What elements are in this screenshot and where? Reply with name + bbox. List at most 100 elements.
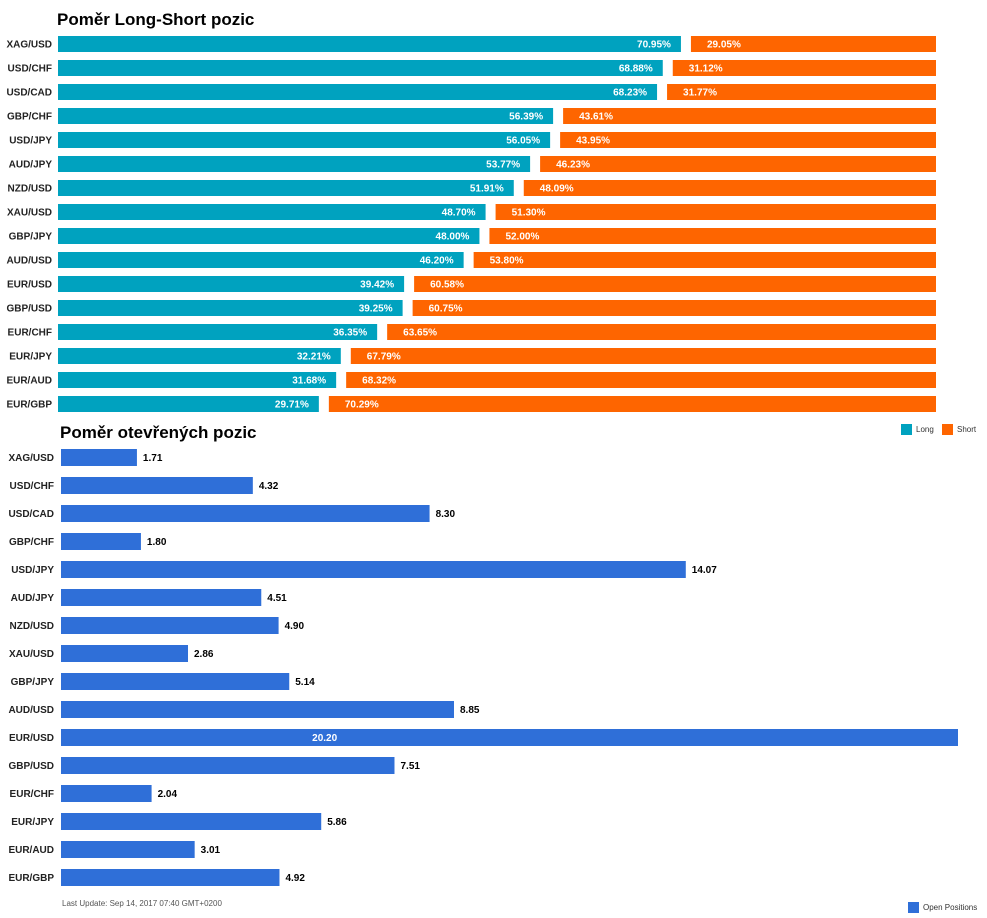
open-positions-bar (61, 673, 290, 690)
open-positions-value-label: 5.86 (327, 817, 347, 828)
long-value-label: 70.95% (637, 40, 671, 51)
long-bar (58, 180, 514, 196)
open-positions-value-label: 2.04 (158, 789, 178, 800)
category-label: USD/CHF (8, 64, 52, 75)
short-value-label: 46.23% (556, 160, 590, 171)
category-label: NZD/USD (8, 184, 52, 195)
short-value-label: 60.75% (429, 304, 463, 315)
short-value-label: 51.30% (512, 208, 546, 219)
legend-open-positions-label: Open Positions (923, 903, 977, 912)
long-bar (58, 396, 319, 412)
category-label: EUR/CHF (8, 328, 52, 339)
open-positions-bar (61, 645, 189, 662)
open-positions-bar (61, 813, 322, 830)
short-value-label: 60.58% (430, 280, 464, 291)
short-value-label: 43.95% (576, 136, 610, 147)
long-value-label: 53.77% (486, 160, 520, 171)
category-label: AUD/USD (6, 256, 52, 267)
category-label: AUD/JPY (9, 160, 53, 171)
long-bar (58, 60, 663, 76)
long-value-label: 48.00% (436, 232, 470, 243)
long-value-label: 46.20% (420, 256, 454, 267)
category-label: GBP/CHF (7, 112, 52, 123)
short-bar (328, 396, 937, 412)
category-label: USD/JPY (11, 565, 54, 576)
legend-long-label: Long (916, 425, 934, 434)
category-label: NZD/USD (10, 621, 54, 632)
open-positions-bar (61, 561, 686, 578)
short-bar (350, 348, 936, 364)
category-label: GBP/USD (8, 761, 54, 772)
long-bar (58, 84, 658, 100)
short-bar (346, 372, 936, 388)
short-bar (489, 228, 936, 244)
long-value-label: 39.25% (359, 304, 393, 315)
short-value-label: 29.05% (707, 40, 741, 51)
short-value-label: 31.12% (689, 64, 723, 75)
open-positions-value-label: 4.51 (267, 593, 287, 604)
long-value-label: 39.42% (360, 280, 394, 291)
open-positions-value-label: 1.80 (147, 537, 167, 548)
category-label: EUR/GBP (8, 873, 54, 884)
category-label: GBP/JPY (9, 232, 53, 243)
long-bar (58, 276, 405, 292)
short-bar (412, 300, 936, 316)
category-label: XAG/USD (8, 453, 54, 464)
short-value-label: 53.80% (490, 256, 524, 267)
long-bar (58, 132, 551, 148)
open-positions-value-label: 1.71 (143, 453, 163, 464)
short-bar (387, 324, 936, 340)
long-bar (58, 108, 554, 124)
short-bar (672, 60, 936, 76)
long-value-label: 29.71% (275, 400, 309, 411)
category-label: EUR/USD (7, 280, 52, 291)
open-positions-bar (61, 869, 280, 886)
long-value-label: 68.23% (613, 88, 647, 99)
open-positions-value-label: 14.07 (692, 565, 717, 576)
open-positions-value-label: 4.92 (285, 873, 305, 884)
long-bar (58, 204, 486, 220)
open-positions-value-label: 4.90 (285, 621, 305, 632)
short-bar (560, 132, 936, 148)
category-label: EUR/JPY (11, 817, 54, 828)
category-label: GBP/JPY (11, 677, 55, 688)
short-value-label: 48.09% (540, 184, 574, 195)
category-label: XAU/USD (7, 208, 52, 219)
long-bar (58, 156, 531, 172)
category-label: EUR/JPY (9, 352, 52, 363)
long-value-label: 68.88% (619, 64, 653, 75)
open-positions-bar (61, 757, 395, 774)
category-label: AUD/USD (8, 705, 54, 716)
open-positions-bar (61, 729, 958, 746)
category-label: EUR/USD (9, 733, 54, 744)
open-positions-bar (61, 841, 195, 858)
short-bar (523, 180, 936, 196)
short-value-label: 43.61% (579, 112, 613, 123)
long-value-label: 48.70% (442, 208, 476, 219)
category-label: XAU/USD (9, 649, 54, 660)
short-bar (473, 252, 936, 268)
category-label: AUD/JPY (11, 593, 55, 604)
long-value-label: 32.21% (297, 352, 331, 363)
short-bar (690, 36, 936, 52)
long-bar (58, 300, 403, 316)
open-positions-value-label: 4.32 (259, 481, 279, 492)
long-bar (58, 252, 464, 268)
open-positions-bar (61, 785, 152, 802)
open-positions-bar (61, 449, 137, 466)
last-update-text: Last Update: Sep 14, 2017 07:40 GMT+0200 (62, 899, 222, 908)
legend-short-label: Short (957, 425, 977, 434)
short-value-label: 31.77% (683, 88, 717, 99)
chart-title-long-short: Poměr Long-Short pozic (57, 10, 255, 29)
short-value-label: 63.65% (403, 328, 437, 339)
long-value-label: 51.91% (470, 184, 504, 195)
short-value-label: 67.79% (367, 352, 401, 363)
category-label: USD/CAD (6, 88, 52, 99)
category-label: GBP/USD (6, 304, 52, 315)
category-label: EUR/GBP (6, 400, 52, 411)
short-bar (563, 108, 936, 124)
short-bar (667, 84, 936, 100)
legend-open-positions-swatch (908, 902, 919, 913)
open-positions-value-label: 2.86 (194, 649, 214, 660)
long-bar (58, 324, 378, 340)
